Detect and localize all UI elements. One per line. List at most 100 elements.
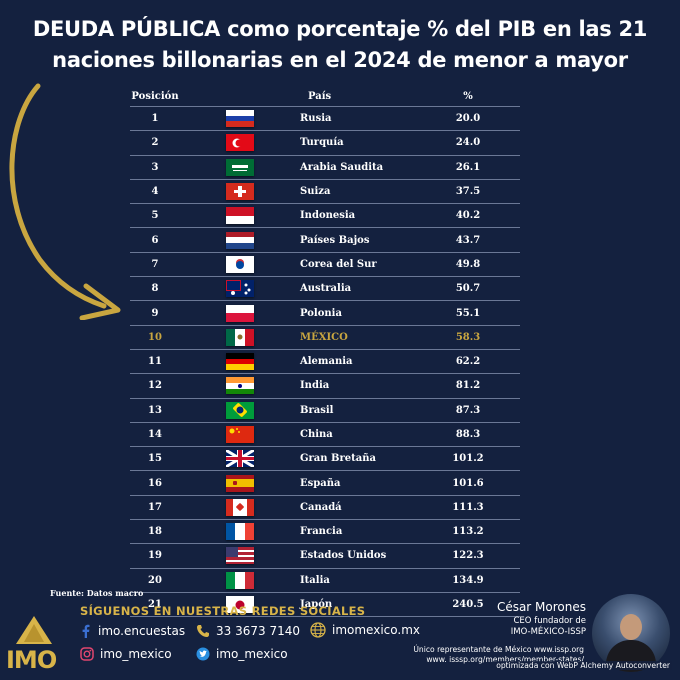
page-title: DEUDA PÚBLICA como porcentaje % del PIB …: [0, 14, 680, 76]
row-position: 20: [148, 574, 162, 586]
row-position: 12: [148, 380, 162, 392]
ceo-note: Único representante de México www.issp.o…: [413, 645, 584, 665]
row-country: Japón: [300, 599, 333, 611]
spain-flag-icon: [226, 474, 254, 492]
row-country: MÉXICO: [300, 331, 348, 343]
twitter-link[interactable]: imo_mexico: [196, 647, 288, 661]
row-position: 3: [151, 161, 159, 173]
instagram-icon: [80, 647, 94, 661]
table-row: 20 Italia 134.9: [130, 569, 520, 593]
table-row: 18 Francia 113.2: [130, 520, 520, 545]
title-line-2: naciones billonarias en el 2024 de menor…: [52, 48, 628, 72]
row-position: 10: [148, 331, 162, 343]
facebook-icon: [80, 624, 92, 638]
table-row: 11 Alemania 62.2: [130, 350, 520, 375]
ceo-name: César Morones: [496, 600, 586, 614]
row-country: India: [300, 380, 330, 392]
table-row: 13 Brasil 87.3: [130, 399, 520, 423]
row-percent: 101.2: [452, 453, 484, 465]
table-row: 8 Australia 50.7: [130, 277, 520, 302]
facebook-handle: imo.encuestas: [98, 624, 186, 638]
watermark-text: optimizada con WebP Alchemy Autoconverte…: [494, 661, 672, 670]
australia-flag-icon: [226, 280, 254, 298]
table-row: 19 Estados Unidos 122.3: [130, 544, 520, 569]
row-country: Australia: [300, 283, 352, 295]
row-percent: 26.1: [455, 161, 481, 173]
row-country: Suiza: [300, 186, 331, 198]
italy-flag-icon: [226, 571, 254, 589]
row-country: Alemania: [300, 356, 353, 368]
table-row: 1 Rusia 20.0: [130, 106, 520, 132]
row-country: Corea del Sur: [300, 258, 377, 270]
netherlands-flag-icon: [226, 231, 254, 249]
row-country: Indonesia: [300, 210, 356, 222]
saudi-arabia-flag-icon: [226, 158, 254, 176]
row-position: 16: [148, 477, 162, 489]
row-position: 18: [148, 526, 162, 538]
row-position: 9: [151, 307, 159, 319]
table-row: 5 Indonesia 40.2: [130, 204, 520, 229]
row-position: 15: [148, 453, 162, 465]
row-country: Italia: [300, 574, 330, 586]
row-percent: 49.8: [455, 258, 481, 270]
twitter-handle: imo_mexico: [216, 647, 288, 661]
row-percent: 81.2: [455, 380, 481, 392]
row-country: China: [300, 429, 333, 440]
row-position: 2: [151, 137, 159, 149]
row-country: Gran Bretaña: [300, 453, 376, 465]
russia-flag-icon: [226, 110, 254, 128]
germany-flag-icon: [226, 353, 254, 371]
ceo-avatar: [592, 594, 670, 672]
row-country: Polonia: [300, 307, 342, 319]
instagram-handle: imo_mexico: [100, 647, 172, 661]
row-position: 19: [148, 550, 162, 562]
ceo-role-line-1: CEO fundador de: [513, 616, 587, 626]
indonesia-flag-icon: [226, 207, 254, 225]
row-percent: 43.7: [455, 234, 481, 246]
source-note: Fuente: Datos macro: [50, 588, 144, 598]
row-percent: 111.3: [452, 501, 484, 513]
ceo-role: CEO fundador de IMO-MÉXICO-ISSP: [511, 616, 586, 638]
row-percent: 55.1: [455, 307, 481, 319]
table-row: 2 Turquía 24.0: [130, 131, 520, 156]
row-percent: 40.2: [455, 210, 481, 222]
imo-logo-icon: [16, 616, 52, 644]
twitter-icon: [196, 647, 210, 661]
south-korea-flag-icon: [226, 255, 254, 273]
table-row: 17 Canadá 111.3: [130, 496, 520, 521]
row-country: Rusia: [300, 113, 332, 125]
instagram-link[interactable]: imo_mexico: [80, 647, 172, 661]
header-position: Posición: [131, 90, 179, 102]
row-country: Estados Unidos: [300, 550, 387, 562]
china-flag-icon: [226, 426, 254, 443]
gold-arrow-icon: [9, 83, 121, 320]
uk-flag-icon: [226, 450, 254, 468]
table-row: 21 Japón 240.5: [130, 593, 520, 618]
row-position: 6: [151, 234, 159, 246]
row-country: Países Bajos: [300, 234, 370, 246]
france-flag-icon: [226, 523, 254, 541]
phone-link[interactable]: 33 3673 7140: [196, 624, 300, 638]
table-row: 15 Gran Bretaña 101.2: [130, 447, 520, 472]
row-position: 14: [148, 429, 162, 440]
row-country: Arabia Saudita: [300, 161, 384, 173]
turkey-flag-icon: [226, 134, 254, 152]
header-country: País: [308, 90, 332, 102]
row-percent: 50.7: [455, 283, 481, 295]
usa-flag-icon: [226, 547, 254, 565]
row-position: 1: [151, 113, 159, 125]
table-row: 16 España 101.6: [130, 471, 520, 496]
ceo-note-line-2: www. isssp.org/members/member-states/: [426, 655, 584, 664]
table-row: 10 MÉXICO 58.3: [130, 326, 520, 350]
row-percent: 87.3: [455, 404, 481, 416]
poland-flag-icon: [226, 304, 254, 322]
row-percent: 37.5: [455, 186, 481, 198]
row-percent: 122.3: [452, 550, 484, 562]
row-position: 4: [151, 186, 159, 198]
row-percent: 240.5: [452, 599, 484, 611]
switzerland-flag-icon: [226, 183, 254, 201]
table-row: 12 India 81.2: [130, 374, 520, 399]
facebook-link[interactable]: imo.encuestas: [80, 624, 185, 638]
india-flag-icon: [226, 377, 254, 395]
website-link[interactable]: imomexico.mx: [310, 622, 420, 638]
